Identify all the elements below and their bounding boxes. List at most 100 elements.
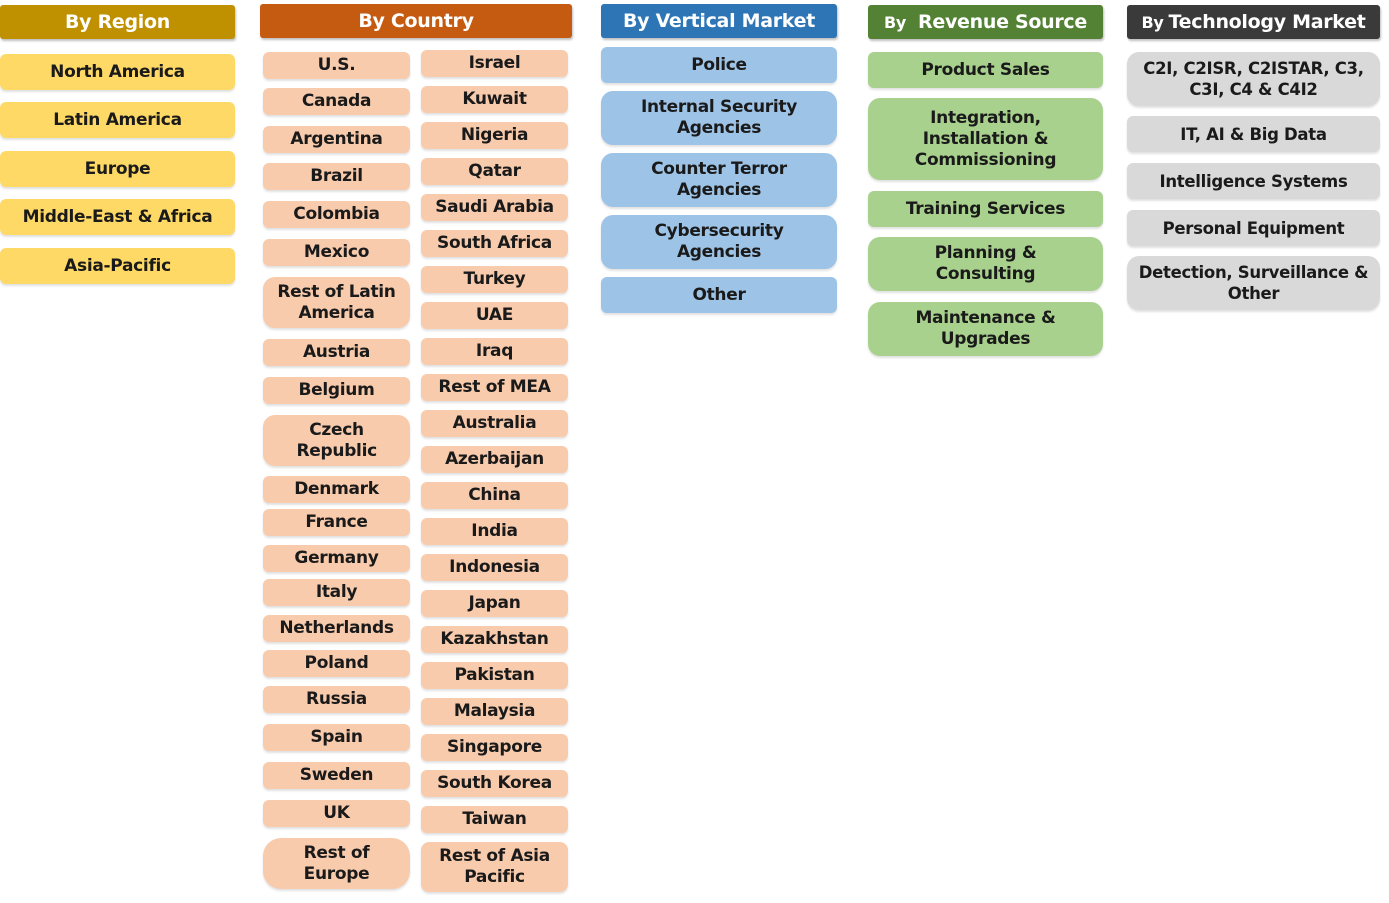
country-item-label: Colombia (293, 204, 380, 224)
country-item-label: Qatar (468, 161, 521, 181)
country-header-label: By Country (358, 10, 474, 32)
country-item-label: Turkey (463, 269, 526, 289)
tech-item: IT, AI & Big Data (1127, 116, 1380, 152)
country-item-label: China (468, 485, 521, 505)
vertical-item: Counter Terror Agencies (601, 153, 837, 207)
country-item: Austria (263, 339, 410, 366)
country-item-label: Kuwait (462, 89, 527, 109)
country-item-label: Belgium (298, 380, 375, 400)
country-item: Australia (421, 410, 568, 437)
country-item: Pakistan (421, 662, 568, 689)
vertical-item: Police (601, 47, 837, 83)
country-item: Rest of MEA (421, 374, 568, 401)
country-item: Taiwan (421, 806, 568, 833)
country-item-label: UAE (475, 305, 514, 325)
revenue-item-label: Maintenance & Upgrades (915, 308, 1056, 349)
revenue-item: Product Sales (868, 52, 1103, 88)
revenue-item-label: Planning & Consulting (934, 243, 1037, 284)
region-header: By Region (0, 5, 235, 39)
country-item-label: UK (323, 803, 350, 823)
region-item-label: Latin America (53, 109, 182, 130)
region-item-label: Asia-Pacific (64, 255, 171, 276)
country-item-label: Austria (302, 342, 371, 362)
revenue-header: By Revenue Source (868, 5, 1103, 39)
country-item-label: Rest of Asia Pacific (439, 846, 550, 887)
tech-item: Detection, Surveillance & Other (1127, 256, 1380, 310)
country-item: UAE (421, 302, 568, 329)
country-item: Kazakhstan (421, 626, 568, 653)
country-item-label: Mexico (303, 242, 370, 262)
country-item: Sweden (263, 762, 410, 789)
country-item: Russia (263, 686, 410, 713)
country-item-label: Israel (468, 53, 521, 73)
country-item-label: Japan (468, 593, 521, 613)
revenue-item: Training Services (868, 191, 1103, 227)
region-item-label: Europe (84, 158, 151, 179)
country-item: South Africa (421, 230, 568, 257)
vertical-item: Other (601, 277, 837, 313)
region-item: Europe (0, 151, 235, 187)
country-item-label: Taiwan (462, 809, 527, 829)
country-header: By Country (260, 4, 572, 38)
country-item: Poland (263, 650, 410, 677)
region-header-label: By Region (65, 11, 170, 33)
country-item-label: Kazakhstan (440, 629, 549, 649)
region-item-label: North America (50, 61, 185, 82)
revenue-item: Planning & Consulting (868, 237, 1103, 291)
country-item: UK (263, 800, 410, 827)
tech-item: C2I, C2ISR, C2ISTAR, C3, C3I, C4 & C4I2 (1127, 52, 1380, 106)
tech-header: By Technology Market (1127, 5, 1380, 39)
tech-item: Personal Equipment (1127, 210, 1380, 246)
country-item-label: Azerbaijan (445, 449, 544, 469)
country-item-label: Rest of Europe (303, 842, 370, 884)
country-item-label: France (305, 512, 368, 532)
country-item-label: Nigeria (460, 125, 529, 145)
vertical-item-label: Other (692, 284, 746, 305)
revenue-item-label: Training Services (905, 198, 1066, 219)
country-item: Rest of Latin America (263, 277, 410, 328)
country-item: Italy (263, 579, 410, 606)
vertical-item: Internal Security Agencies (601, 91, 837, 145)
country-item-label: India (471, 521, 518, 541)
vertical-item-label: Cybersecurity Agencies (654, 221, 784, 262)
country-item: South Korea (421, 770, 568, 797)
country-item: Malaysia (421, 698, 568, 725)
country-item-label: South Africa (437, 233, 552, 253)
country-item: Colombia (263, 201, 410, 228)
country-item: Azerbaijan (421, 446, 568, 473)
country-item: Singapore (421, 734, 568, 761)
country-item: Turkey (421, 266, 568, 293)
country-item: Indonesia (421, 554, 568, 581)
tech-item-label: IT, AI & Big Data (1180, 124, 1327, 144)
country-item-label: Rest of Latin America (277, 281, 396, 323)
country-item: Nigeria (421, 122, 568, 149)
country-item-label: Indonesia (449, 557, 540, 577)
country-item: China (421, 482, 568, 509)
country-item-label: South Korea (437, 773, 552, 793)
country-item-label: Saudi Arabia (435, 197, 554, 217)
country-item-label: Czech Republic (296, 419, 378, 461)
country-item-label: Brazil (310, 166, 363, 186)
country-item: India (421, 518, 568, 545)
country-item: Czech Republic (263, 415, 410, 466)
country-item: Rest of Europe (263, 838, 410, 889)
vertical-item-label: Counter Terror Agencies (651, 159, 787, 200)
country-item: Belgium (263, 377, 410, 404)
region-item: Asia-Pacific (0, 248, 235, 284)
country-item-label: Iraq (475, 341, 514, 361)
country-item: Kuwait (421, 86, 568, 113)
country-item-label: U.S. (317, 55, 356, 75)
country-item-label: Netherlands (279, 618, 394, 638)
country-item: Mexico (263, 239, 410, 266)
country-item: Israel (421, 50, 568, 77)
country-item-label: Russia (306, 689, 367, 709)
country-item: Argentina (263, 126, 410, 153)
country-item: Denmark (263, 476, 410, 503)
country-item-label: Australia (452, 413, 537, 433)
tech-header-prefix: By (1141, 12, 1164, 32)
country-item-label: Germany (294, 548, 379, 568)
vertical-item-label: Internal Security Agencies (640, 97, 798, 138)
tech-item-label: Intelligence Systems (1159, 171, 1348, 191)
country-item: Saudi Arabia (421, 194, 568, 221)
country-item: Germany (263, 545, 410, 572)
